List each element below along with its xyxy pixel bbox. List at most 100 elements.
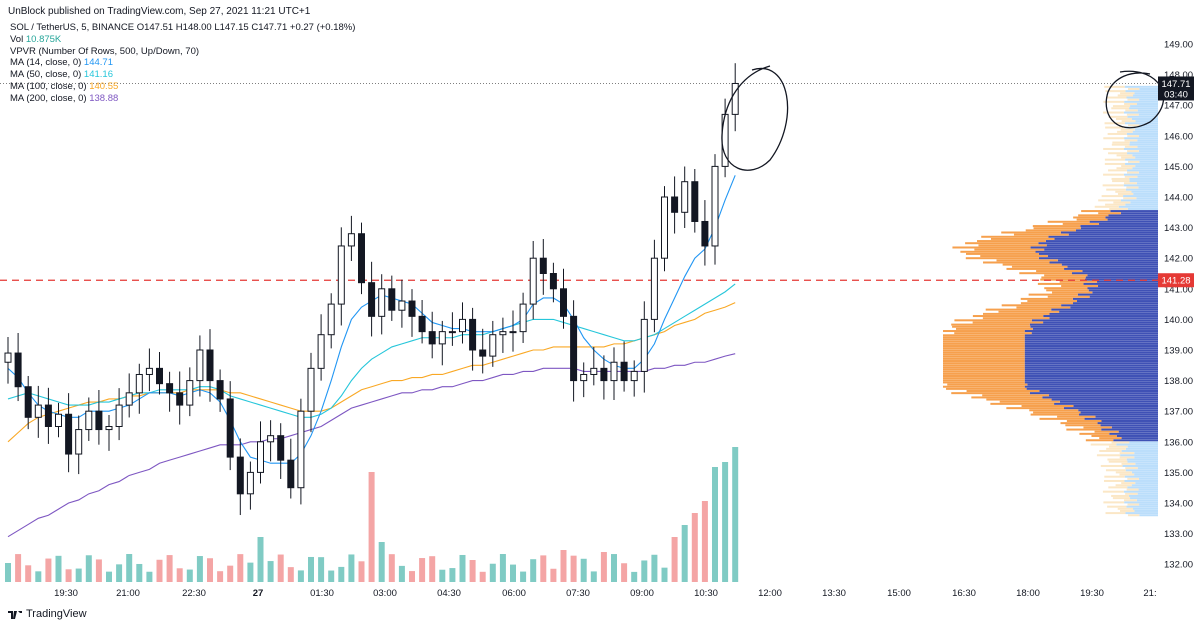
vp-bar-up xyxy=(1127,503,1140,506)
volume-bar xyxy=(176,568,183,582)
candle-body xyxy=(448,331,456,334)
vp-bar-up xyxy=(1124,102,1137,105)
vp-bar-up xyxy=(966,390,1040,393)
candle-body xyxy=(711,165,719,247)
vp-bar-down xyxy=(1125,447,1158,450)
vp-bar-down xyxy=(1136,499,1158,502)
vp-bar-down xyxy=(1129,107,1158,110)
vp-bar-down xyxy=(1125,90,1158,93)
vp-bar-up xyxy=(1103,111,1124,114)
vp-bar-up xyxy=(1047,220,1090,223)
vp-bar-down xyxy=(1134,92,1158,95)
annotation-circle-profile xyxy=(1105,70,1165,129)
vp-bar-up xyxy=(983,312,1050,315)
vp-bar-up xyxy=(1105,126,1126,129)
vp-bar-down xyxy=(1123,111,1158,114)
volume-profile xyxy=(943,85,1158,517)
vp-bar-down xyxy=(1130,201,1158,204)
vp-bar-up xyxy=(1104,162,1126,165)
vp-bar-down xyxy=(1076,300,1158,303)
vp-bar-up xyxy=(1066,419,1102,422)
vp-bar-down xyxy=(1031,332,1158,335)
vp-bar-up xyxy=(981,235,1049,238)
vp-bar-up xyxy=(1103,173,1124,176)
vp-bar-up xyxy=(1125,492,1138,495)
vp-bar-down xyxy=(1124,479,1158,482)
volume-bar xyxy=(297,570,304,582)
candle-body xyxy=(489,334,497,357)
volume-bar xyxy=(691,513,698,582)
price-axis-label: 149.00 xyxy=(1164,40,1193,51)
vp-bar-up xyxy=(1032,225,1081,228)
vp-bar-down xyxy=(1124,475,1158,478)
price-axis-label: 147.00 xyxy=(1164,101,1193,112)
volume-bar xyxy=(55,555,62,582)
candle-body xyxy=(75,429,83,455)
vp-bar-down xyxy=(1134,473,1158,476)
vp-bar-up xyxy=(1105,203,1126,206)
vp-bar-down xyxy=(1024,338,1158,341)
volume-bar xyxy=(318,557,325,582)
vp-bar-down xyxy=(1024,364,1158,367)
vp-bar-up xyxy=(1106,447,1126,450)
vp-bar-up xyxy=(1104,475,1125,478)
price-axis-label: 142.00 xyxy=(1164,254,1193,265)
vp-bar-up xyxy=(943,353,1025,356)
vp-bar-down xyxy=(1126,505,1158,508)
vp-bar-down xyxy=(1043,315,1158,318)
candle-body xyxy=(216,380,224,400)
vp-bar-down xyxy=(1089,220,1158,223)
vp-bar-down xyxy=(1137,145,1158,148)
volume-bar xyxy=(227,565,234,582)
vp-bar-up xyxy=(1125,109,1138,112)
vp-bar-down xyxy=(1061,263,1158,266)
vp-bar-up xyxy=(943,360,1025,363)
vp-bar-up xyxy=(1121,165,1136,168)
vp-bar-down xyxy=(1030,246,1158,249)
time-axis-label: 15:00 xyxy=(887,588,911,599)
vp-bar-down xyxy=(1070,306,1158,309)
vp-bar-up xyxy=(1126,186,1139,189)
ma200-value: 138.88 xyxy=(89,92,119,104)
candle-body xyxy=(539,257,547,275)
vp-bar-up xyxy=(1059,280,1098,283)
vp-bar-up xyxy=(965,252,1039,255)
candle-body xyxy=(408,300,416,317)
price-axis-label: 134.00 xyxy=(1164,499,1193,510)
vp-bar-down xyxy=(1137,139,1158,142)
candle-body xyxy=(145,367,153,375)
volume-bar xyxy=(5,563,11,582)
vp-bar-up xyxy=(1001,304,1062,307)
vp-bar-down xyxy=(1039,390,1158,393)
vp-bar-down xyxy=(1131,484,1158,487)
volume-bar xyxy=(469,560,476,582)
vp-bar-down xyxy=(1123,490,1158,493)
vp-bar-down xyxy=(1024,342,1158,345)
vp-bar-up xyxy=(1115,117,1132,120)
vp-bar-down xyxy=(1138,113,1158,116)
vp-bar-up xyxy=(1121,482,1136,485)
candle-body xyxy=(65,413,73,455)
vp-bar-down xyxy=(1127,486,1158,489)
vp-bar-up xyxy=(1103,479,1125,482)
candle-body xyxy=(125,392,133,406)
vp-bar-down xyxy=(1064,267,1158,270)
vp-bar-up xyxy=(1111,177,1130,180)
vp-bar-up xyxy=(1002,263,1062,266)
candle-body xyxy=(378,288,386,317)
volume-value: 10.875K xyxy=(25,33,62,45)
time-axis-label: 04:30 xyxy=(437,588,461,599)
volume-bar xyxy=(126,554,133,582)
vp-bar-down xyxy=(1116,434,1158,437)
vp-bar-up xyxy=(996,259,1058,262)
vp-bar-up xyxy=(943,372,1025,375)
price-axis-label: 141.00 xyxy=(1164,284,1193,295)
vp-bar-down xyxy=(1097,422,1158,425)
time-axis-label: 09:00 xyxy=(630,588,654,599)
candle-body xyxy=(34,404,42,418)
vp-bar-up xyxy=(965,242,1039,245)
vp-bar-down xyxy=(1123,173,1158,176)
vp-bar-up xyxy=(1044,287,1088,290)
vp-bar-up xyxy=(1127,150,1139,153)
